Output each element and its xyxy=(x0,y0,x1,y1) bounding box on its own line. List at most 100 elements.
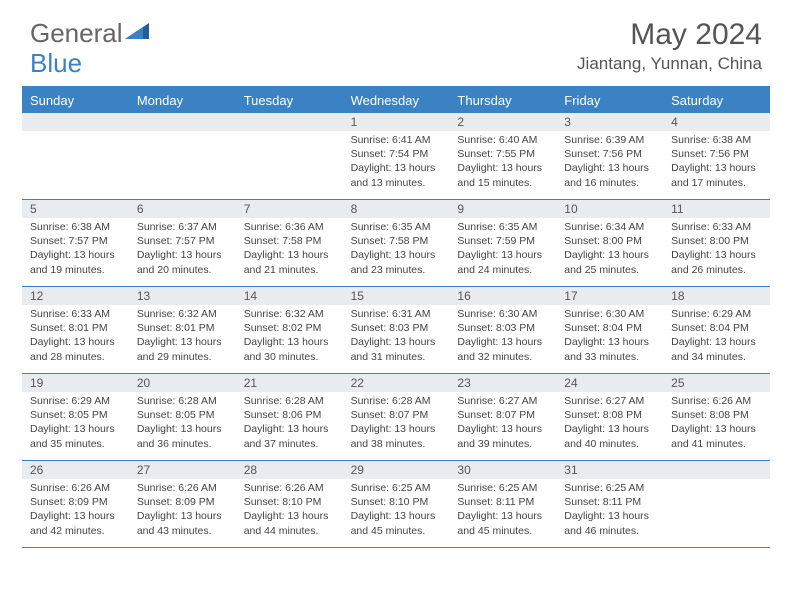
day-cell: 24Sunrise: 6:27 AMSunset: 8:08 PMDayligh… xyxy=(556,374,663,460)
day-cell: 14Sunrise: 6:32 AMSunset: 8:02 PMDayligh… xyxy=(236,287,343,373)
day-number: 21 xyxy=(236,374,343,392)
sunset-text: Sunset: 8:00 PM xyxy=(564,234,655,248)
week-row: 19Sunrise: 6:29 AMSunset: 8:05 PMDayligh… xyxy=(22,374,770,461)
day-cell: 12Sunrise: 6:33 AMSunset: 8:01 PMDayligh… xyxy=(22,287,129,373)
day-cell: 6Sunrise: 6:37 AMSunset: 7:57 PMDaylight… xyxy=(129,200,236,286)
daylight-text: Daylight: 13 hours and 19 minutes. xyxy=(30,248,121,276)
day-details: Sunrise: 6:39 AMSunset: 7:56 PMDaylight:… xyxy=(556,131,663,194)
week-row: 1Sunrise: 6:41 AMSunset: 7:54 PMDaylight… xyxy=(22,113,770,200)
sunset-text: Sunset: 8:10 PM xyxy=(244,495,335,509)
day-header-row: Sunday Monday Tuesday Wednesday Thursday… xyxy=(22,88,770,113)
brand-part2-wrap: Blue xyxy=(30,48,82,79)
sunrise-text: Sunrise: 6:37 AM xyxy=(137,220,228,234)
sunrise-text: Sunrise: 6:28 AM xyxy=(137,394,228,408)
sunset-text: Sunset: 7:56 PM xyxy=(671,147,762,161)
day-cell: 5Sunrise: 6:38 AMSunset: 7:57 PMDaylight… xyxy=(22,200,129,286)
day-cell: 15Sunrise: 6:31 AMSunset: 8:03 PMDayligh… xyxy=(343,287,450,373)
day-cell xyxy=(22,113,129,199)
day-number xyxy=(236,113,343,131)
sunrise-text: Sunrise: 6:33 AM xyxy=(30,307,121,321)
daylight-text: Daylight: 13 hours and 32 minutes. xyxy=(457,335,548,363)
day-number: 29 xyxy=(343,461,450,479)
sunset-text: Sunset: 8:09 PM xyxy=(30,495,121,509)
day-header: Sunday xyxy=(22,88,129,113)
day-details: Sunrise: 6:28 AMSunset: 8:05 PMDaylight:… xyxy=(129,392,236,455)
sunset-text: Sunset: 7:57 PM xyxy=(30,234,121,248)
day-number: 12 xyxy=(22,287,129,305)
daylight-text: Daylight: 13 hours and 33 minutes. xyxy=(564,335,655,363)
day-details: Sunrise: 6:37 AMSunset: 7:57 PMDaylight:… xyxy=(129,218,236,281)
sunrise-text: Sunrise: 6:30 AM xyxy=(457,307,548,321)
day-header: Tuesday xyxy=(236,88,343,113)
day-cell xyxy=(129,113,236,199)
day-cell: 23Sunrise: 6:27 AMSunset: 8:07 PMDayligh… xyxy=(449,374,556,460)
day-cell: 2Sunrise: 6:40 AMSunset: 7:55 PMDaylight… xyxy=(449,113,556,199)
daylight-text: Daylight: 13 hours and 24 minutes. xyxy=(457,248,548,276)
weeks-container: 1Sunrise: 6:41 AMSunset: 7:54 PMDaylight… xyxy=(22,113,770,548)
sunrise-text: Sunrise: 6:34 AM xyxy=(564,220,655,234)
month-title: May 2024 xyxy=(577,18,762,52)
sunrise-text: Sunrise: 6:27 AM xyxy=(457,394,548,408)
day-number: 8 xyxy=(343,200,450,218)
day-cell: 16Sunrise: 6:30 AMSunset: 8:03 PMDayligh… xyxy=(449,287,556,373)
day-cell: 20Sunrise: 6:28 AMSunset: 8:05 PMDayligh… xyxy=(129,374,236,460)
daylight-text: Daylight: 13 hours and 26 minutes. xyxy=(671,248,762,276)
day-number: 17 xyxy=(556,287,663,305)
day-details: Sunrise: 6:33 AMSunset: 8:01 PMDaylight:… xyxy=(22,305,129,368)
day-cell: 7Sunrise: 6:36 AMSunset: 7:58 PMDaylight… xyxy=(236,200,343,286)
day-details: Sunrise: 6:32 AMSunset: 8:01 PMDaylight:… xyxy=(129,305,236,368)
day-cell: 4Sunrise: 6:38 AMSunset: 7:56 PMDaylight… xyxy=(663,113,770,199)
day-number: 7 xyxy=(236,200,343,218)
day-details: Sunrise: 6:26 AMSunset: 8:09 PMDaylight:… xyxy=(22,479,129,542)
daylight-text: Daylight: 13 hours and 35 minutes. xyxy=(30,422,121,450)
daylight-text: Daylight: 13 hours and 21 minutes. xyxy=(244,248,335,276)
daylight-text: Daylight: 13 hours and 36 minutes. xyxy=(137,422,228,450)
page-header: General May 2024 Jiantang, Yunnan, China xyxy=(0,0,792,82)
day-details: Sunrise: 6:26 AMSunset: 8:08 PMDaylight:… xyxy=(663,392,770,455)
day-number: 2 xyxy=(449,113,556,131)
sunrise-text: Sunrise: 6:31 AM xyxy=(351,307,442,321)
daylight-text: Daylight: 13 hours and 44 minutes. xyxy=(244,509,335,537)
day-number: 14 xyxy=(236,287,343,305)
title-block: May 2024 Jiantang, Yunnan, China xyxy=(577,18,762,74)
week-row: 12Sunrise: 6:33 AMSunset: 8:01 PMDayligh… xyxy=(22,287,770,374)
day-number: 6 xyxy=(129,200,236,218)
day-header: Friday xyxy=(556,88,663,113)
daylight-text: Daylight: 13 hours and 34 minutes. xyxy=(671,335,762,363)
day-details: Sunrise: 6:25 AMSunset: 8:10 PMDaylight:… xyxy=(343,479,450,542)
sunset-text: Sunset: 8:11 PM xyxy=(564,495,655,509)
day-number: 20 xyxy=(129,374,236,392)
sunrise-text: Sunrise: 6:38 AM xyxy=(30,220,121,234)
day-details: Sunrise: 6:35 AMSunset: 7:58 PMDaylight:… xyxy=(343,218,450,281)
sunset-text: Sunset: 8:02 PM xyxy=(244,321,335,335)
sunset-text: Sunset: 8:07 PM xyxy=(457,408,548,422)
day-number xyxy=(129,113,236,131)
day-details: Sunrise: 6:25 AMSunset: 8:11 PMDaylight:… xyxy=(556,479,663,542)
day-cell: 28Sunrise: 6:26 AMSunset: 8:10 PMDayligh… xyxy=(236,461,343,547)
day-details: Sunrise: 6:30 AMSunset: 8:04 PMDaylight:… xyxy=(556,305,663,368)
sunset-text: Sunset: 7:55 PM xyxy=(457,147,548,161)
day-header: Wednesday xyxy=(343,88,450,113)
daylight-text: Daylight: 13 hours and 30 minutes. xyxy=(244,335,335,363)
sunrise-text: Sunrise: 6:29 AM xyxy=(671,307,762,321)
day-details: Sunrise: 6:27 AMSunset: 8:08 PMDaylight:… xyxy=(556,392,663,455)
day-details: Sunrise: 6:25 AMSunset: 8:11 PMDaylight:… xyxy=(449,479,556,542)
day-cell: 30Sunrise: 6:25 AMSunset: 8:11 PMDayligh… xyxy=(449,461,556,547)
sunrise-text: Sunrise: 6:26 AM xyxy=(137,481,228,495)
day-cell: 29Sunrise: 6:25 AMSunset: 8:10 PMDayligh… xyxy=(343,461,450,547)
day-details: Sunrise: 6:31 AMSunset: 8:03 PMDaylight:… xyxy=(343,305,450,368)
day-number: 1 xyxy=(343,113,450,131)
sunrise-text: Sunrise: 6:29 AM xyxy=(30,394,121,408)
sunrise-text: Sunrise: 6:39 AM xyxy=(564,133,655,147)
sunrise-text: Sunrise: 6:35 AM xyxy=(351,220,442,234)
day-cell: 25Sunrise: 6:26 AMSunset: 8:08 PMDayligh… xyxy=(663,374,770,460)
day-cell: 31Sunrise: 6:25 AMSunset: 8:11 PMDayligh… xyxy=(556,461,663,547)
sunset-text: Sunset: 7:59 PM xyxy=(457,234,548,248)
sunrise-text: Sunrise: 6:36 AM xyxy=(244,220,335,234)
sunrise-text: Sunrise: 6:28 AM xyxy=(351,394,442,408)
day-number: 23 xyxy=(449,374,556,392)
day-details: Sunrise: 6:41 AMSunset: 7:54 PMDaylight:… xyxy=(343,131,450,194)
day-cell: 1Sunrise: 6:41 AMSunset: 7:54 PMDaylight… xyxy=(343,113,450,199)
sunset-text: Sunset: 7:57 PM xyxy=(137,234,228,248)
sunset-text: Sunset: 8:01 PM xyxy=(30,321,121,335)
